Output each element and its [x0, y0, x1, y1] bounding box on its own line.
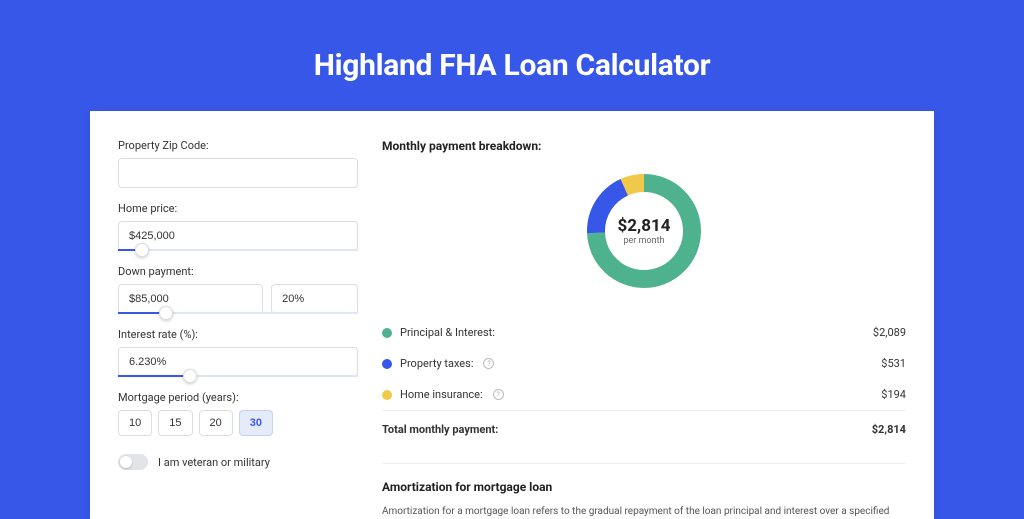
home-price-slider[interactable] [118, 249, 358, 251]
interest-rate-slider-thumb[interactable] [183, 369, 197, 383]
interest-rate-slider[interactable] [118, 375, 358, 377]
donut-amount: $2,814 [618, 216, 671, 236]
breakdown-row: Home insurance:? $194 [382, 379, 906, 410]
zip-group: Property Zip Code: [118, 139, 358, 188]
home-price-slider-thumb[interactable] [135, 243, 149, 257]
legend-dot [382, 359, 392, 369]
info-icon[interactable]: ? [493, 389, 504, 400]
calculator-card: Property Zip Code: Home price: Down paym… [90, 111, 934, 519]
breakdown-item-label: Property taxes: [400, 357, 473, 370]
down-payment-slider[interactable] [118, 312, 358, 314]
total-label: Total monthly payment: [382, 423, 498, 436]
breakdown-row-left: Property taxes:? [382, 357, 494, 370]
breakdown-row: Property taxes:? $531 [382, 348, 906, 379]
donut-label: per month [623, 236, 664, 246]
zip-label: Property Zip Code: [118, 139, 358, 152]
down-payment-label: Down payment: [118, 265, 358, 278]
period-btn-20[interactable]: 20 [199, 410, 233, 436]
breakdown-row: Principal & Interest: $2,089 [382, 317, 906, 348]
breakdown-total-row: Total monthly payment: $2,814 [382, 410, 906, 445]
breakdown-item-amount: $531 [881, 357, 906, 370]
interest-rate-input[interactable] [118, 347, 358, 377]
period-btn-10[interactable]: 10 [118, 410, 152, 436]
period-label: Mortgage period (years): [118, 391, 358, 404]
donut-chart: $2,814 per month [584, 171, 704, 291]
veteran-toggle-knob [120, 456, 132, 468]
down-payment-group: Down payment: [118, 265, 358, 314]
veteran-row: I am veteran or military [118, 454, 358, 470]
legend-dot [382, 328, 392, 338]
period-btn-15[interactable]: 15 [158, 410, 192, 436]
zip-input[interactable] [118, 158, 358, 188]
veteran-label: I am veteran or military [158, 456, 270, 469]
info-icon[interactable]: ? [483, 358, 494, 369]
donut-chart-wrap: $2,814 per month [382, 165, 906, 309]
period-btn-30[interactable]: 30 [239, 410, 273, 436]
breakdown-row-left: Principal & Interest: [382, 326, 495, 339]
breakdown-item-label: Principal & Interest: [400, 326, 495, 339]
breakdown-item-amount: $2,089 [873, 326, 906, 339]
total-amount: $2,814 [872, 423, 906, 436]
interest-rate-slider-fill [118, 375, 190, 377]
legend-dot [382, 390, 392, 400]
donut-center: $2,814 per month [584, 171, 704, 291]
home-price-label: Home price: [118, 202, 358, 215]
breakdown-list: Principal & Interest: $2,089 Property taxe… [382, 317, 906, 410]
amortization-title: Amortization for mortgage loan [382, 480, 906, 494]
page-title: Highland FHA Loan Calculator [0, 0, 1024, 111]
interest-rate-group: Interest rate (%): [118, 328, 358, 377]
period-group: Mortgage period (years): 1015 2030 [118, 391, 358, 436]
amortization-section: Amortization for mortgage loan Amortizat… [382, 463, 906, 519]
breakdown-row-left: Home insurance:? [382, 388, 504, 401]
form-panel: Property Zip Code: Home price: Down paym… [118, 139, 358, 519]
home-price-input[interactable] [118, 221, 358, 251]
breakdown-title: Monthly payment breakdown: [382, 139, 906, 153]
interest-rate-label: Interest rate (%): [118, 328, 358, 341]
period-buttons: 1015 2030 [118, 410, 358, 436]
breakdown-item-amount: $194 [881, 388, 906, 401]
breakdown-item-label: Home insurance: [400, 388, 483, 401]
down-payment-percent-input[interactable] [271, 284, 358, 314]
home-price-group: Home price: [118, 202, 358, 251]
veteran-toggle[interactable] [118, 454, 148, 470]
down-payment-amount-input[interactable] [118, 284, 263, 314]
down-payment-slider-thumb[interactable] [159, 306, 173, 320]
breakdown-panel: Monthly payment breakdown: $2,814 per mo… [382, 139, 906, 519]
